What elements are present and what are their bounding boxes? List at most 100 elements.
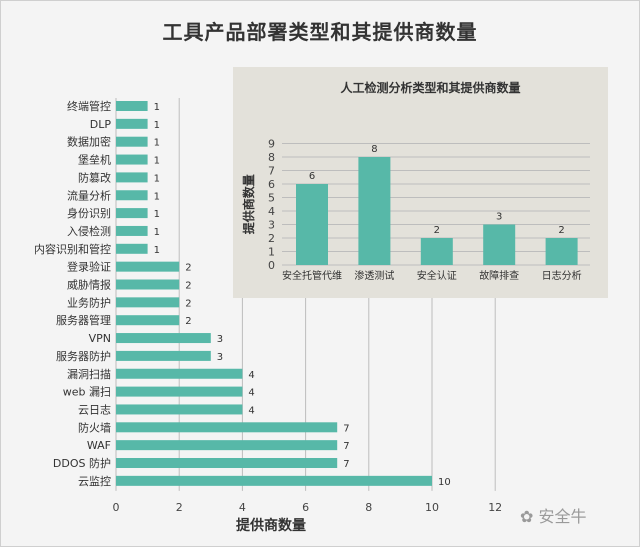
x-tick-label: 4	[239, 501, 246, 514]
bar	[116, 458, 338, 468]
x-axis-title: 提供商数量	[236, 517, 306, 534]
bar-value-label: 1	[154, 120, 160, 131]
inset-y-tick-label: 5	[268, 192, 275, 205]
wechat-icon: ✿	[520, 507, 534, 526]
inset-x-category-label: 安全托管代维	[282, 269, 342, 282]
y-category-label: 云监控	[78, 474, 111, 488]
bar	[116, 386, 243, 397]
inset-title: 人工检测分析类型和其提供商数量	[340, 80, 520, 95]
bar-value-label: 3	[217, 334, 223, 345]
y-category-label: 业务防护	[67, 295, 111, 309]
inset-y-axis-title: 提供商数量	[241, 174, 256, 234]
bar-value-label: 3	[217, 352, 223, 363]
bar	[116, 225, 148, 236]
bar	[116, 243, 148, 254]
watermark: ✿ 安全牛	[520, 503, 587, 527]
inset-y-tick-label: 9	[268, 138, 275, 151]
y-category-label: DLP	[90, 118, 112, 131]
y-category-label: 登录验证	[67, 260, 111, 274]
bar-value-label: 1	[154, 191, 160, 202]
x-tick-label: 12	[488, 501, 502, 514]
x-tick-label: 2	[176, 501, 183, 514]
bar	[116, 368, 243, 379]
bar-value-label: 7	[343, 423, 349, 434]
bar	[116, 315, 180, 326]
inset-x-category-label: 安全认证	[417, 269, 457, 282]
bar-value-label: 1	[154, 173, 160, 184]
bar-value-label: 2	[185, 281, 191, 292]
inset-bar	[483, 224, 516, 265]
bar-value-label: 4	[248, 405, 254, 416]
y-category-label: VPN	[89, 332, 111, 345]
bar	[116, 118, 148, 129]
inset-bar	[545, 238, 578, 265]
x-tick-label: 6	[302, 501, 309, 514]
inset-panel	[233, 67, 608, 298]
y-category-label: 入侵检测	[67, 224, 111, 238]
bar-value-label: 1	[154, 138, 160, 149]
y-category-label: 身份识别	[67, 206, 111, 220]
bar-value-label: 2	[185, 263, 191, 274]
bar	[116, 101, 148, 111]
inset-bar-value-label: 8	[371, 144, 377, 155]
bar-value-label: 1	[154, 102, 160, 113]
y-category-label: 威胁情报	[67, 278, 111, 292]
y-category-label: 流量分析	[67, 188, 111, 202]
bar	[116, 261, 180, 272]
bar-value-label: 1	[154, 227, 160, 238]
y-category-label: WAF	[87, 439, 111, 452]
inset-y-tick-label: 8	[268, 151, 275, 164]
bar	[116, 422, 338, 433]
bar-value-label: 10	[438, 477, 451, 488]
inset-y-tick-label: 0	[268, 259, 275, 272]
inset-y-tick-label: 7	[268, 165, 275, 178]
inset-y-tick-label: 1	[268, 246, 275, 259]
bar	[116, 154, 148, 165]
y-category-label: 堡垒机	[78, 153, 111, 167]
y-category-label: 内容识别和管控	[34, 242, 111, 256]
x-tick-label: 0	[113, 501, 120, 514]
inset-bar	[358, 157, 391, 265]
bar	[116, 136, 148, 147]
bar	[116, 350, 211, 361]
y-category-label: DDOS 防护	[53, 456, 111, 470]
y-category-label: 防火墙	[78, 420, 111, 434]
bar-value-label: 7	[343, 441, 349, 452]
inset-y-tick-label: 4	[268, 205, 275, 218]
bar	[116, 475, 432, 486]
bar-value-label: 7	[343, 459, 349, 470]
bar	[116, 404, 243, 415]
inset-bar-value-label: 6	[309, 171, 315, 182]
inset-y-tick-label: 3	[268, 219, 275, 232]
inset-x-category-label: 日志分析	[542, 269, 582, 282]
bar-value-label: 2	[185, 316, 191, 327]
bar	[116, 297, 180, 308]
bar-value-label: 1	[154, 156, 160, 167]
watermark-text: 安全牛	[538, 507, 587, 526]
bar	[116, 279, 180, 290]
chart-title: 工具产品部署类型和其提供商数量	[162, 20, 478, 44]
inset-x-category-label: 故障排查	[479, 269, 519, 282]
y-category-label: web 漏扫	[63, 386, 111, 399]
bar	[116, 190, 148, 201]
inset-y-tick-label: 2	[268, 232, 275, 245]
x-tick-label: 8	[365, 501, 372, 514]
y-category-label: 防篡改	[78, 170, 111, 184]
inset-y-tick-label: 6	[268, 178, 275, 191]
y-category-label: 服务器防护	[56, 349, 111, 363]
inset-bar-value-label: 3	[496, 212, 502, 223]
bar-value-label: 4	[248, 388, 254, 399]
inset-x-category-label: 渗透测试	[354, 269, 394, 282]
inset-bar	[420, 238, 453, 265]
y-category-label: 漏洞扫描	[67, 367, 111, 381]
bar	[116, 440, 338, 451]
bar	[116, 172, 148, 183]
bar-value-label: 4	[248, 370, 254, 381]
bar-value-label: 2	[185, 298, 191, 309]
bar	[116, 208, 148, 219]
inset-bar-value-label: 2	[558, 225, 564, 236]
bar-value-label: 1	[154, 209, 160, 220]
y-category-label: 云日志	[78, 403, 111, 416]
y-category-label: 数据加密	[67, 135, 111, 149]
